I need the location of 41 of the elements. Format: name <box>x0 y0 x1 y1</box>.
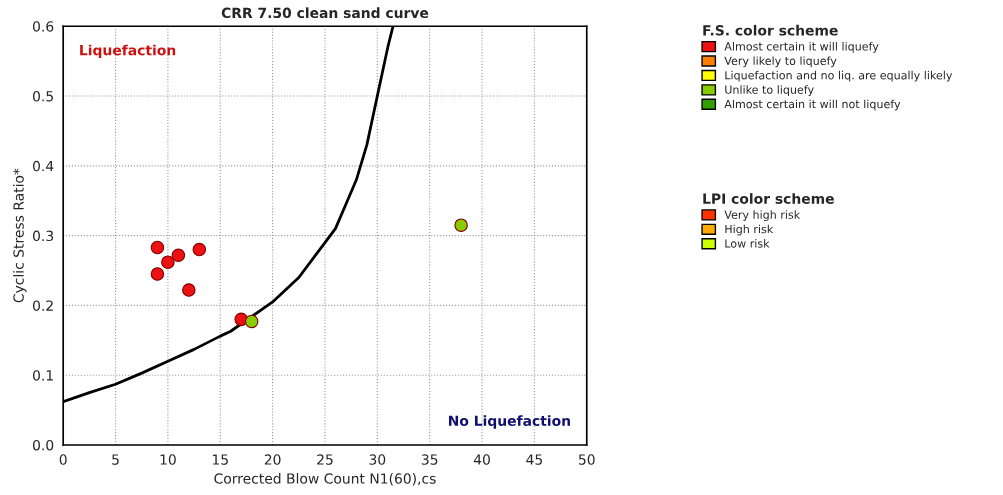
annotation: No Liquefaction <box>448 415 570 429</box>
point <box>150 240 165 255</box>
legend-label: Almost certain it will not liquefy <box>724 99 901 111</box>
legend-label: Very high risk <box>724 210 801 222</box>
x-tick-label: 40 <box>473 454 490 465</box>
legend-label: High risk <box>725 224 774 236</box>
y-tick-label: 0.5 <box>32 91 53 102</box>
legend-label: Very likely to liquefy <box>724 56 837 68</box>
x-axis-title: Corrected Blow Count N1(60),cs <box>214 473 436 486</box>
x-tick-label: 10 <box>160 454 176 465</box>
point <box>171 248 186 262</box>
x-tick-label: 30 <box>369 454 386 465</box>
y-tick-label: 0.0 <box>32 439 54 451</box>
y-tick-label: 0.2 <box>32 300 53 311</box>
point <box>192 242 207 257</box>
x-tick-label: 35 <box>421 454 438 465</box>
point <box>182 283 196 297</box>
y-tick-label: 0.3 <box>32 230 54 242</box>
text: F.S. color scheme <box>703 24 838 36</box>
y-tick-label: 0.4 <box>32 160 54 172</box>
text: LPI color scheme <box>703 193 834 204</box>
point <box>150 267 165 281</box>
x-tick-label: 25 <box>317 454 333 465</box>
x-tick-label: 20 <box>264 454 281 465</box>
legend-label: Low risk <box>725 239 770 248</box>
point <box>454 218 468 232</box>
y-tick-label: 0.1 <box>32 370 53 381</box>
point <box>244 314 259 329</box>
y-axis-title: Cyclic Stress Ratio* <box>13 168 27 303</box>
x-tick-label: 15 <box>212 454 228 465</box>
x-tick-label: 5 <box>112 454 119 465</box>
chart-title: CRR 7.50 clean sand curve <box>221 7 429 19</box>
x-tick-label: 45 <box>526 454 543 465</box>
x-tick-label: 0 <box>59 454 67 465</box>
legend-label: Unlike to liquefy <box>725 85 814 96</box>
legend-label: Liquefaction and no liq. are equally likely <box>725 70 953 82</box>
legend-label: Almost certain it will liquefy <box>724 41 879 53</box>
point <box>161 255 175 269</box>
x-tick-label: 50 <box>578 454 595 465</box>
annotation: Liquefaction <box>80 44 176 59</box>
y-tick-label: 0.6 <box>32 21 54 32</box>
